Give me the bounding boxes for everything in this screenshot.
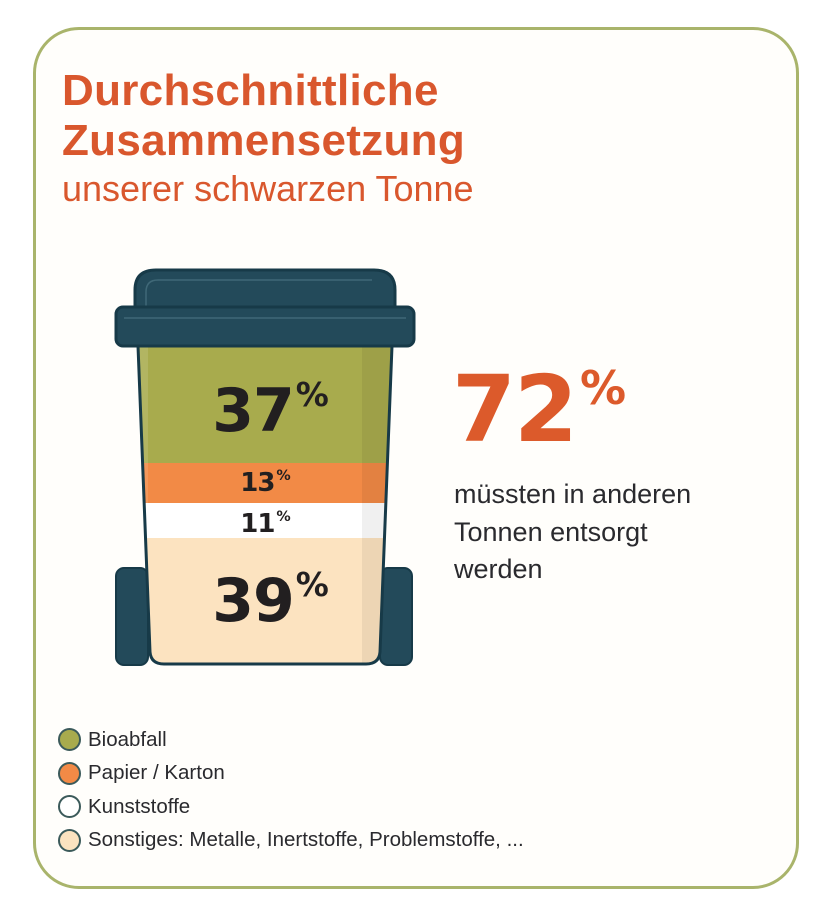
left-wheel — [115, 567, 149, 666]
bin-lid-top — [133, 268, 397, 310]
pct-papier: 13% — [240, 468, 291, 498]
pct-bioabfall: 37% — [212, 375, 329, 446]
legend-item-papier: Papier / Karton — [58, 757, 524, 791]
bin-lid-rim — [114, 305, 416, 348]
legend-dot-icon — [58, 728, 81, 752]
band-kunststoffe — [138, 503, 392, 539]
highlight-caption: müssten in anderen Tonnen entsorgt werde… — [454, 479, 692, 584]
legend-dot-icon — [58, 795, 81, 819]
highlight-percentage: 72% — [452, 356, 626, 463]
pct-kunststoffe: 11% — [240, 509, 291, 539]
legend: Bioabfall Papier / Karton Kunststoffe So… — [58, 723, 524, 857]
legend-dot-icon — [58, 761, 81, 785]
legend-item-sonstiges: Sonstiges: Metalle, Inertstoffe, Problem… — [58, 824, 524, 858]
legend-item-bioabfall: Bioabfall — [58, 723, 524, 757]
legend-dot-icon — [58, 828, 81, 852]
page-title: Durchschnittliche Zusammensetzung — [62, 66, 465, 166]
title-line-1: Durchschnittliche — [62, 66, 439, 115]
pct-sonstiges: 39% — [212, 565, 329, 636]
legend-item-kunststoffe: Kunststoffe — [58, 790, 524, 824]
band-papier — [138, 463, 392, 504]
right-wheel — [379, 567, 413, 666]
subtitle: unserer schwarzen Tonne — [62, 168, 474, 209]
band-sonstiges — [138, 538, 392, 664]
band-bioabfall — [138, 346, 392, 464]
title-line-2: Zusammensetzung — [62, 116, 466, 165]
